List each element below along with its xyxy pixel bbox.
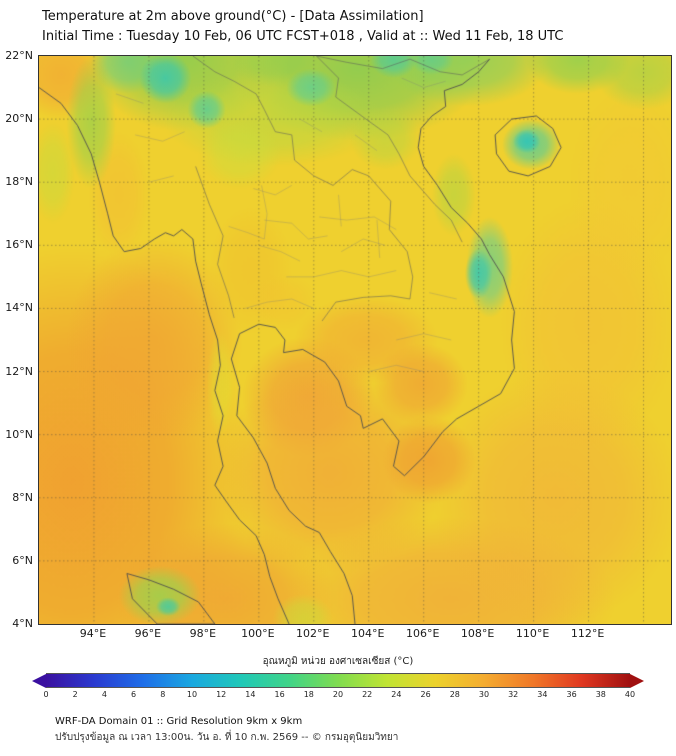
colorbar-tick-label: 14 — [245, 690, 256, 699]
colorbar-left-arrow-icon — [32, 673, 46, 688]
colorbar-tick-label: 20 — [332, 690, 344, 699]
colorbar-tick-label: 10 — [186, 690, 198, 699]
colorbar-ticks: 0 2 4 6 8 10 12 14 16 18 20 22 24 26 28 30 32 34 36 38 40 — [43, 688, 635, 700]
lat-tick-label: 22°N — [5, 49, 33, 62]
colorbar-tick-label: 28 — [449, 690, 460, 699]
colorbar-tick-label: 24 — [391, 690, 402, 699]
temperature-map-canvas — [39, 56, 671, 624]
lon-tick-label: 106°E — [405, 627, 440, 640]
colorbar-tick-label: 34 — [537, 690, 548, 699]
colorbar: 0 2 4 6 8 10 12 14 16 18 20 22 24 26 28 30 32 34 36 38 40 — [32, 673, 644, 700]
colorbar-tick-label: 36 — [566, 690, 577, 699]
lon-tick-label: 112°E — [570, 627, 605, 640]
lon-tick-label: 102°E — [296, 627, 330, 640]
colorbar-tick-label: 22 — [362, 690, 373, 699]
lat-tick-label: 16°N — [5, 238, 33, 252]
lon-tick-label: 110°E — [515, 627, 550, 640]
colorbar-title: อุณหภูมิ หน่วย องศาเซลเซียส (°C) — [262, 656, 414, 667]
colorbar-tick-label: 0 — [43, 690, 49, 699]
colorbar-tick-label: 8 — [160, 690, 166, 699]
lat-tick-label: 10°N — [5, 427, 33, 441]
lat-tick-label: 4°N — [12, 617, 33, 630]
lat-tick-label: 20°N — [5, 112, 33, 126]
map-subtitle: Initial Time : Tuesday 10 Feb, 06 UTC FC… — [42, 28, 564, 44]
colorbar-tick-label: 38 — [595, 690, 606, 699]
lat-tick-label: 12°N — [5, 364, 33, 378]
map-title: Temperature at 2m above ground(°C) - [Da… — [42, 9, 424, 24]
colorbar-tick-label: 4 — [101, 690, 107, 699]
colorbar-tick-label: 12 — [216, 690, 227, 699]
lat-tick-label: 18°N — [5, 175, 33, 189]
lon-tick-label: 96°E — [134, 627, 162, 640]
lon-tick-label: 98°E — [189, 627, 217, 640]
footer-update-info: ปรับปรุงข้อมูล ณ เวลา 13:00น. วัน อ. ที่… — [55, 732, 399, 743]
map-row: 22°N 20°N 18°N 16°N 14°N 12°N 10°N 8°N 6°N 4°N — [0, 49, 676, 630]
lon-tick-label: 100°E — [241, 627, 275, 640]
colorbar-tick-label: 40 — [624, 690, 636, 699]
footer-domain-info: WRF-DA Domain 01 :: Grid Resolution 9km … — [55, 716, 303, 727]
colorbar-tick-label: 30 — [478, 690, 490, 699]
colorbar-tick-label: 32 — [508, 690, 519, 699]
lon-tick-label: 94°E — [79, 627, 107, 640]
latitude-axis: 22°N 20°N 18°N 16°N 14°N 12°N 10°N 8°N 6°N 4°N — [0, 49, 38, 630]
header: Temperature at 2m above ground(°C) - [Da… — [0, 0, 676, 46]
lat-tick-label: 14°N — [5, 301, 33, 315]
colorbar-tick-label: 6 — [131, 690, 137, 699]
longitude-axis: 94°E 96°E 98°E 100°E 102°E 104°E 106°E 108°E 110… — [38, 625, 672, 642]
footer: WRF-DA Domain 01 :: Grid Resolution 9km … — [55, 714, 676, 746]
lon-tick-label: 104°E — [351, 627, 385, 640]
colorbar-bar — [32, 673, 644, 688]
colorbar-tick-label: 2 — [72, 690, 78, 699]
lon-tick-label: 108°E — [460, 627, 495, 640]
colorbar-right-arrow-icon — [630, 673, 644, 688]
map-plot-frame — [38, 55, 672, 625]
lat-tick-label: 8°N — [12, 490, 33, 504]
colorbar-section: อุณหภูมิ หน่วย องศาเซลเซียส (°C) 0 2 4 6 8 10… — [0, 654, 676, 700]
colorbar-gradient — [46, 673, 630, 688]
colorbar-tick-label: 16 — [274, 690, 285, 699]
colorbar-tick-label: 18 — [303, 690, 314, 699]
colorbar-tick-label: 26 — [420, 690, 431, 699]
lat-tick-label: 6°N — [12, 553, 33, 567]
